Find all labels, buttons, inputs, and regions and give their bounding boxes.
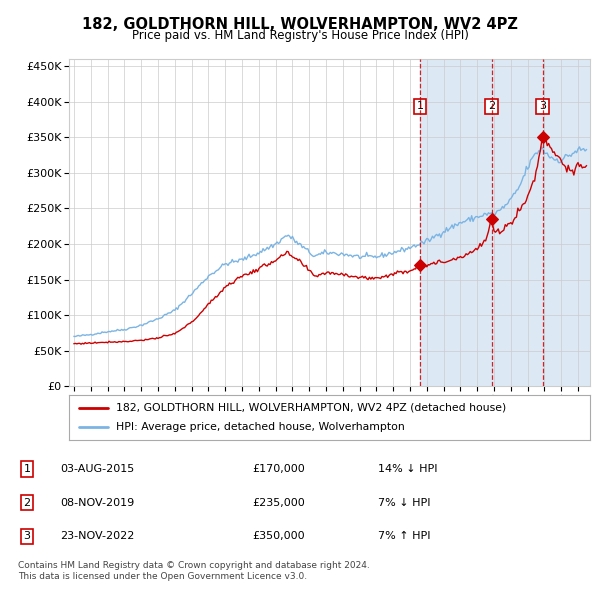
Point bbox=[415, 261, 425, 270]
Text: £170,000: £170,000 bbox=[252, 464, 305, 474]
Text: 2: 2 bbox=[23, 498, 31, 507]
Text: 2: 2 bbox=[488, 101, 495, 112]
Text: £350,000: £350,000 bbox=[252, 532, 305, 541]
Text: 1: 1 bbox=[416, 101, 424, 112]
Text: HPI: Average price, detached house, Wolverhampton: HPI: Average price, detached house, Wolv… bbox=[116, 422, 404, 432]
Text: Price paid vs. HM Land Registry's House Price Index (HPI): Price paid vs. HM Land Registry's House … bbox=[131, 30, 469, 42]
Text: 7% ↓ HPI: 7% ↓ HPI bbox=[378, 498, 431, 507]
Text: 3: 3 bbox=[23, 532, 31, 541]
Text: £235,000: £235,000 bbox=[252, 498, 305, 507]
Point bbox=[487, 214, 496, 224]
Text: 1: 1 bbox=[23, 464, 31, 474]
Point bbox=[538, 133, 547, 142]
Text: 7% ↑ HPI: 7% ↑ HPI bbox=[378, 532, 431, 541]
Text: 182, GOLDTHORN HILL, WOLVERHAMPTON, WV2 4PZ: 182, GOLDTHORN HILL, WOLVERHAMPTON, WV2 … bbox=[82, 17, 518, 31]
Text: 23-NOV-2022: 23-NOV-2022 bbox=[60, 532, 134, 541]
Text: 03-AUG-2015: 03-AUG-2015 bbox=[60, 464, 134, 474]
Text: 14% ↓ HPI: 14% ↓ HPI bbox=[378, 464, 437, 474]
Bar bbox=[420, 59, 590, 386]
Text: Contains HM Land Registry data © Crown copyright and database right 2024.: Contains HM Land Registry data © Crown c… bbox=[18, 561, 370, 570]
Text: This data is licensed under the Open Government Licence v3.0.: This data is licensed under the Open Gov… bbox=[18, 572, 307, 581]
Text: 3: 3 bbox=[539, 101, 546, 112]
Text: 182, GOLDTHORN HILL, WOLVERHAMPTON, WV2 4PZ (detached house): 182, GOLDTHORN HILL, WOLVERHAMPTON, WV2 … bbox=[116, 403, 506, 412]
Text: 08-NOV-2019: 08-NOV-2019 bbox=[60, 498, 134, 507]
